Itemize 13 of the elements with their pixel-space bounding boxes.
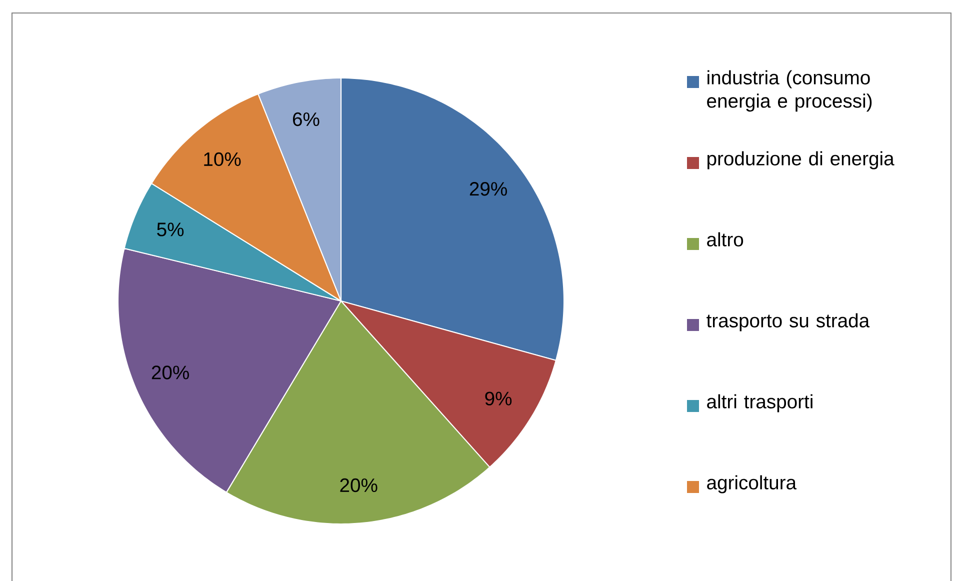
- legend-label: altro: [707, 232, 744, 246]
- data-label: 5%: [157, 222, 184, 236]
- data-label: 9%: [485, 392, 512, 406]
- legend-label: trasporto su strada: [706, 313, 870, 332]
- data-label: 10%: [204, 152, 241, 166]
- legend-label: produzione di energia: [708, 151, 894, 170]
- data-label: 6%: [292, 112, 320, 126]
- legend-label: altri trasporti: [707, 394, 812, 412]
- legend-label: agricoltura: [707, 475, 797, 494]
- legend-label: industria (consumo energia e processi): [707, 70, 872, 112]
- data-label: 29%: [470, 182, 507, 196]
- data-label: 20%: [340, 478, 378, 492]
- data-label: 20%: [152, 366, 189, 380]
